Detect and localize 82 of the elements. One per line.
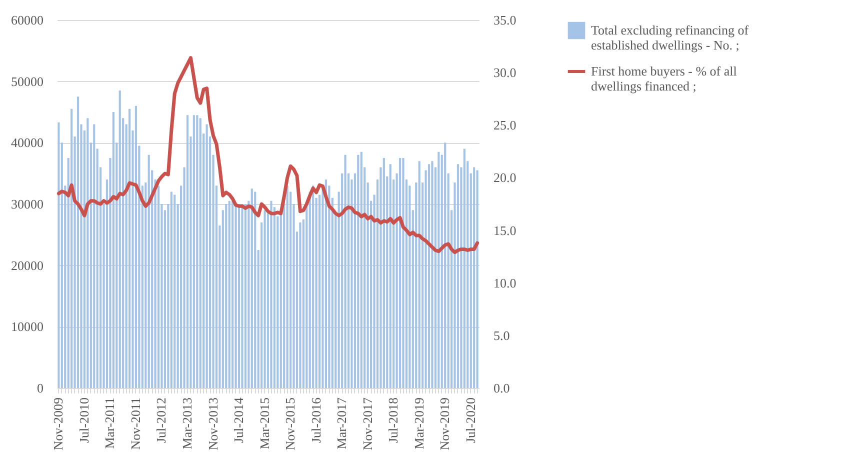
bar [389,164,392,388]
x-tick-label: Mar-2017 [334,397,350,450]
bar [431,161,434,388]
x-tick-label: Mar-2019 [411,398,426,450]
x-tick-label: Nov-2011 [128,398,143,450]
bar [344,154,346,388]
bar [192,115,195,388]
bar [228,200,230,388]
y2-tick-label: 30.0 [494,65,516,80]
bar [238,204,240,388]
y2-tick-label: 25.0 [494,118,516,133]
bar [286,186,288,388]
y2-tick-label: 0.0 [494,380,510,396]
bar [70,108,73,388]
bar [134,106,138,388]
x-tick-label: Jul-2010 [76,398,92,443]
bar [382,158,385,388]
bar [76,96,80,388]
y-tick-label: 20000 [11,258,44,273]
x-tick-label: Nov-2009 [50,398,66,450]
bar [264,210,266,388]
y2-tick-label: 5.0 [494,328,510,343]
x-tick-label: Jul-2020 [462,398,478,443]
y2-tick-label: 10.0 [494,275,516,290]
bar [250,188,253,388]
y-tick-label: 60000 [11,12,44,28]
bar [418,161,420,388]
bar [225,204,228,388]
bar [118,90,121,388]
bar [58,122,60,388]
y2-tick-label: 35.0 [494,12,516,28]
bar [174,194,176,388]
y2-tick-label: 20.0 [494,170,516,186]
bar [186,115,189,388]
bar [312,186,314,388]
bar [473,167,476,388]
x-tick-label: Jul-2016 [308,397,324,443]
bar [438,152,440,388]
y-tick-label: 10000 [11,319,44,334]
bar [476,170,478,388]
bar [270,200,272,388]
legend-label: First home buyers - % of all dwellings financed ; [591,64,738,94]
bar [196,115,198,388]
x-tick-label: Nov-2013 [205,398,220,450]
x-tick-label: Jul-2018 [386,398,401,443]
bar [199,118,202,388]
bar [360,152,362,388]
bar [357,154,360,388]
x-tick-label: Nov-2019 [437,398,452,450]
bar [86,118,89,388]
bar [206,124,208,388]
bar [428,164,430,388]
y-tick-label: 30000 [11,196,44,212]
bar [254,192,256,388]
x-tick-label: Mar-2013 [179,398,194,450]
bar [402,158,404,388]
y-tick-label: 40000 [11,135,44,150]
x-tick-label: Nov-2017 [360,397,375,450]
y2-tick-label: 15.0 [494,222,516,238]
x-tick-label: Mar-2011 [102,398,118,449]
bar [244,204,247,388]
bar [299,222,302,388]
bar [324,179,328,388]
bar [463,148,466,388]
legend-label: Total excluding refinancing of established dwellings - No. ; [591,22,750,52]
bar [148,154,150,388]
bar [234,204,237,388]
y-tick-label: 0 [37,380,44,396]
x-tick-label: Mar-2015 [256,398,272,450]
bar [456,164,460,388]
y-tick-label: 50000 [11,74,44,89]
x-tick-label: Jul-2012 [154,398,169,443]
bar [112,112,114,388]
line-series [56,56,480,254]
x-tick-label: Nov-2015 [282,398,298,450]
x-tick-label: Jul-2014 [231,397,246,443]
bar [398,158,402,388]
bar [444,142,446,388]
bar [241,204,244,388]
bar [170,192,172,388]
bar [93,124,96,388]
bar [128,108,131,388]
